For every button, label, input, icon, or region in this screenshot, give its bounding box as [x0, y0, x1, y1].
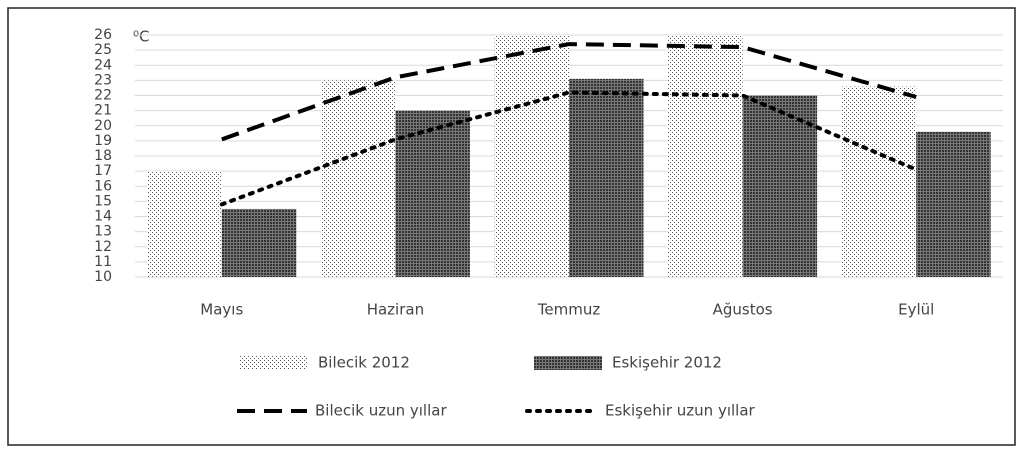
legend-label: Eskişehir uzun yıllar — [605, 402, 756, 420]
y-tick-label: 21 — [94, 103, 112, 119]
legend-label: Eskişehir 2012 — [612, 354, 722, 372]
bar — [668, 35, 743, 277]
x-tick-label: Ağustos — [713, 301, 773, 319]
y-tick-label: 19 — [94, 133, 112, 149]
x-tick-label: Mayıs — [200, 301, 243, 319]
bar — [916, 131, 991, 277]
bar — [569, 78, 644, 277]
bar — [221, 208, 297, 277]
x-tick-label: Temmuz — [537, 301, 601, 319]
y-tick-label: 16 — [94, 178, 112, 194]
bar — [841, 86, 917, 277]
legend-swatch — [534, 356, 602, 370]
y-unit: ⁰C — [133, 28, 150, 46]
y-tick-label: 25 — [94, 42, 112, 58]
bar — [147, 171, 222, 277]
y-tick-label: 18 — [94, 148, 112, 164]
x-tick-label: Eylül — [898, 301, 934, 319]
y-tick-label: 11 — [94, 254, 112, 270]
bar — [494, 35, 569, 277]
y-tick-label: 24 — [94, 57, 112, 73]
y-tick-label: 15 — [94, 193, 112, 209]
y-tick-label: 23 — [94, 72, 112, 88]
y-tick-label: 17 — [94, 163, 112, 179]
bar — [742, 95, 818, 277]
line-series — [221, 42, 917, 142]
y-tick-label: 26 — [94, 27, 112, 43]
legend-swatch — [240, 356, 308, 370]
y-tick-label: 14 — [94, 209, 112, 225]
y-tick-label: 22 — [94, 88, 112, 104]
bar — [320, 80, 396, 277]
chart-frame — [7, 7, 1016, 446]
legend-label: Bilecik 2012 — [318, 354, 410, 372]
bar — [395, 110, 470, 277]
y-tick-label: 12 — [94, 239, 112, 255]
legend-label: Bilecik uzun yıllar — [315, 402, 447, 420]
y-tick-label: 10 — [94, 269, 112, 285]
x-tick-label: Haziran — [367, 301, 424, 319]
line-series — [219, 90, 919, 207]
y-tick-label: 20 — [94, 118, 112, 134]
y-tick-label: 13 — [94, 224, 112, 240]
